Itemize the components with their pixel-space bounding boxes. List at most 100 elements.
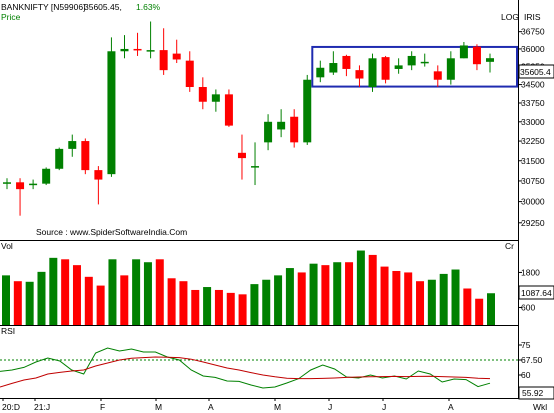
volume-panel-label: Vol [1,241,13,251]
rsi-tick-label: 67.50 [521,355,543,365]
volume-bar [37,271,46,325]
candle-body [94,170,103,180]
price-tick-label: 36000 [521,44,545,54]
price-axis: 29250 30000 30750 31500 32250 33000 33750 34500… [518,27,545,228]
volume-bar [84,276,93,325]
volume-bar [439,273,448,325]
rsi-line [0,347,491,389]
candle-body [68,141,77,149]
volume-tick-label: 600 [521,302,535,312]
rsi-last-tag: 55.92 [518,386,554,400]
volume-bar [356,250,365,325]
rsi-average-line [0,356,491,388]
candle-body [381,57,390,80]
candle-body [472,46,481,65]
rsi-lines [0,347,518,389]
last-price: 35605.45, [84,2,122,12]
candle-body [211,94,220,102]
volume-bar [13,281,22,325]
volume-bar [321,265,330,325]
candle-body [303,79,312,143]
candle-body [277,121,286,130]
volume-tick-label: 1800 [521,267,540,277]
candle-body [42,168,51,184]
time-axis: 20:D 21:J F M A M J J A Wkl [2,398,547,412]
volume-bar [61,259,70,325]
candle-body [407,55,416,66]
volume-bar [120,275,129,325]
volume-bar [96,285,105,325]
price-tick-label: 33000 [521,117,545,127]
volume-bar [285,268,294,325]
scale-name-label: IRIS [524,12,541,22]
volume-bar [345,262,354,325]
candle-body [368,58,377,88]
symbol-label: BANKNIFTY [N59906] [1,2,85,12]
candle-body [251,166,260,168]
volume-bar [404,272,413,325]
volume-last-value: 1087.64 [521,288,552,298]
price-tick-label: 36750 [521,27,545,37]
candle-body [159,50,168,71]
price-tick-label: 31500 [521,156,545,166]
volume-unit-label: Cr [505,241,514,251]
volume-bar [392,270,401,325]
volume-bar [226,292,235,325]
scale-mode-button[interactable]: LOG [501,12,519,22]
candle-body [16,182,25,190]
price-tick-label: 34500 [521,80,545,90]
price-tick-label: 33750 [521,98,545,108]
price-last-value: 35605.4 [520,67,551,77]
volume-bar [2,275,10,325]
consolidation-rectangle [311,45,518,88]
candle-body [185,60,194,88]
volume-bar [167,278,176,325]
volume-bar [463,288,472,325]
candle-body [433,71,442,80]
time-tick-label: F [100,402,105,412]
time-tick-label: J [328,402,332,412]
candle-body [420,61,429,64]
candle-body [29,183,38,186]
source-text: Source : www.SpiderSoftwareIndia.Com [36,227,187,237]
rsi-tick-label: 60 [521,370,531,380]
candle-body [146,50,155,52]
candle-body [290,116,299,143]
volume-bar [368,254,377,325]
candle-body [120,48,129,52]
volume-bar [380,266,389,325]
time-tick-label: A [208,402,214,412]
candle-body [394,65,403,69]
volume-bars [2,250,495,325]
price-label: Price [1,12,21,22]
candle-body [355,70,364,79]
volume-bar [427,279,436,325]
volume-bar [191,289,200,325]
volume-bar [487,293,495,325]
volume-bar [155,259,164,325]
price-tick-label: 29250 [521,218,545,228]
volume-bar [250,284,259,325]
volume-bar [309,263,318,325]
candle-body [237,152,246,159]
candle-body [224,94,233,126]
candle-body [198,87,207,102]
time-tick-label: 21:J [34,402,50,412]
volume-bar [238,294,247,325]
volume-bar [333,262,342,325]
candle-body [342,55,351,69]
time-unit-label: Wkl [533,402,547,412]
candle-body [107,51,116,175]
candle-body [486,58,494,62]
time-tick-label: 20:D [2,402,20,412]
volume-bar [297,272,306,325]
price-tick-label: 30000 [521,197,545,207]
volume-bar [49,257,58,325]
volume-bar [475,298,484,325]
volume-bar [108,259,117,325]
candle-body [3,182,11,184]
time-tick-label: M [274,402,281,412]
candle-body [446,58,455,80]
volume-bar [132,259,141,325]
